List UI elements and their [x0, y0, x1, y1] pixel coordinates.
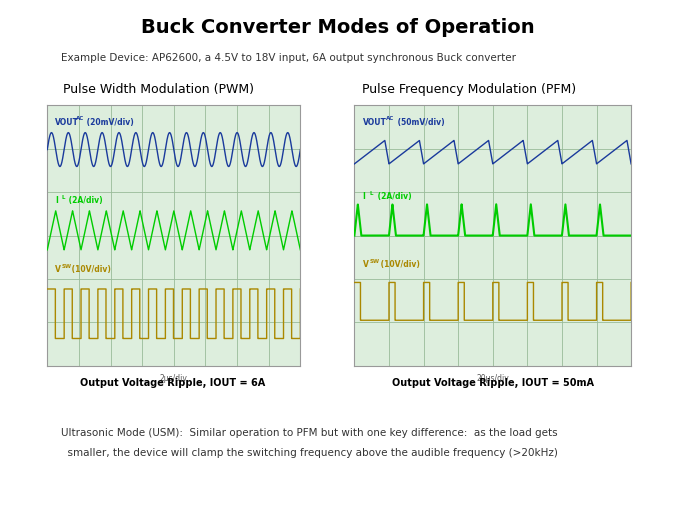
Text: smaller, the device will clamp the switching frequency above the audible frequen: smaller, the device will clamp the switc… — [61, 447, 558, 457]
Text: (20mV/div): (20mV/div) — [84, 118, 134, 127]
Text: L: L — [370, 190, 373, 195]
Text: AC: AC — [76, 116, 84, 121]
Text: AC: AC — [386, 116, 394, 121]
Text: (10V/div): (10V/div) — [69, 265, 111, 274]
Text: I: I — [55, 196, 58, 205]
Text: L: L — [61, 194, 65, 199]
Text: SW: SW — [61, 264, 72, 268]
Text: 20μs/div: 20μs/div — [477, 373, 509, 382]
Text: Pulse Width Modulation (PWM): Pulse Width Modulation (PWM) — [63, 83, 254, 96]
Text: (2A/div): (2A/div) — [375, 192, 412, 201]
Text: Ultrasonic Mode (USM):  Similar operation to PFM but with one key difference:  a: Ultrasonic Mode (USM): Similar operation… — [61, 427, 558, 437]
Text: (2A/div): (2A/div) — [66, 196, 103, 205]
Text: I: I — [362, 192, 366, 201]
Text: (10V/div): (10V/div) — [378, 260, 420, 269]
Text: Output Voltage Ripple, IOUT = 50mA: Output Voltage Ripple, IOUT = 50mA — [392, 378, 594, 388]
Text: V: V — [55, 265, 61, 274]
Text: VOUT: VOUT — [55, 118, 79, 127]
Text: Buck Converter Modes of Operation: Buck Converter Modes of Operation — [140, 18, 535, 37]
Text: SW: SW — [370, 258, 380, 263]
Text: VOUT: VOUT — [362, 118, 387, 127]
Text: V: V — [362, 260, 369, 269]
Text: Example Device: AP62600, a 4.5V to 18V input, 6A output synchronous Buck convert: Example Device: AP62600, a 4.5V to 18V i… — [61, 53, 516, 63]
Text: Pulse Frequency Modulation (PFM): Pulse Frequency Modulation (PFM) — [362, 83, 576, 96]
Text: 2μs/div: 2μs/div — [160, 373, 188, 382]
Text: (50mV/div): (50mV/div) — [394, 118, 444, 127]
Text: Output Voltage Ripple, IOUT = 6A: Output Voltage Ripple, IOUT = 6A — [80, 378, 265, 388]
